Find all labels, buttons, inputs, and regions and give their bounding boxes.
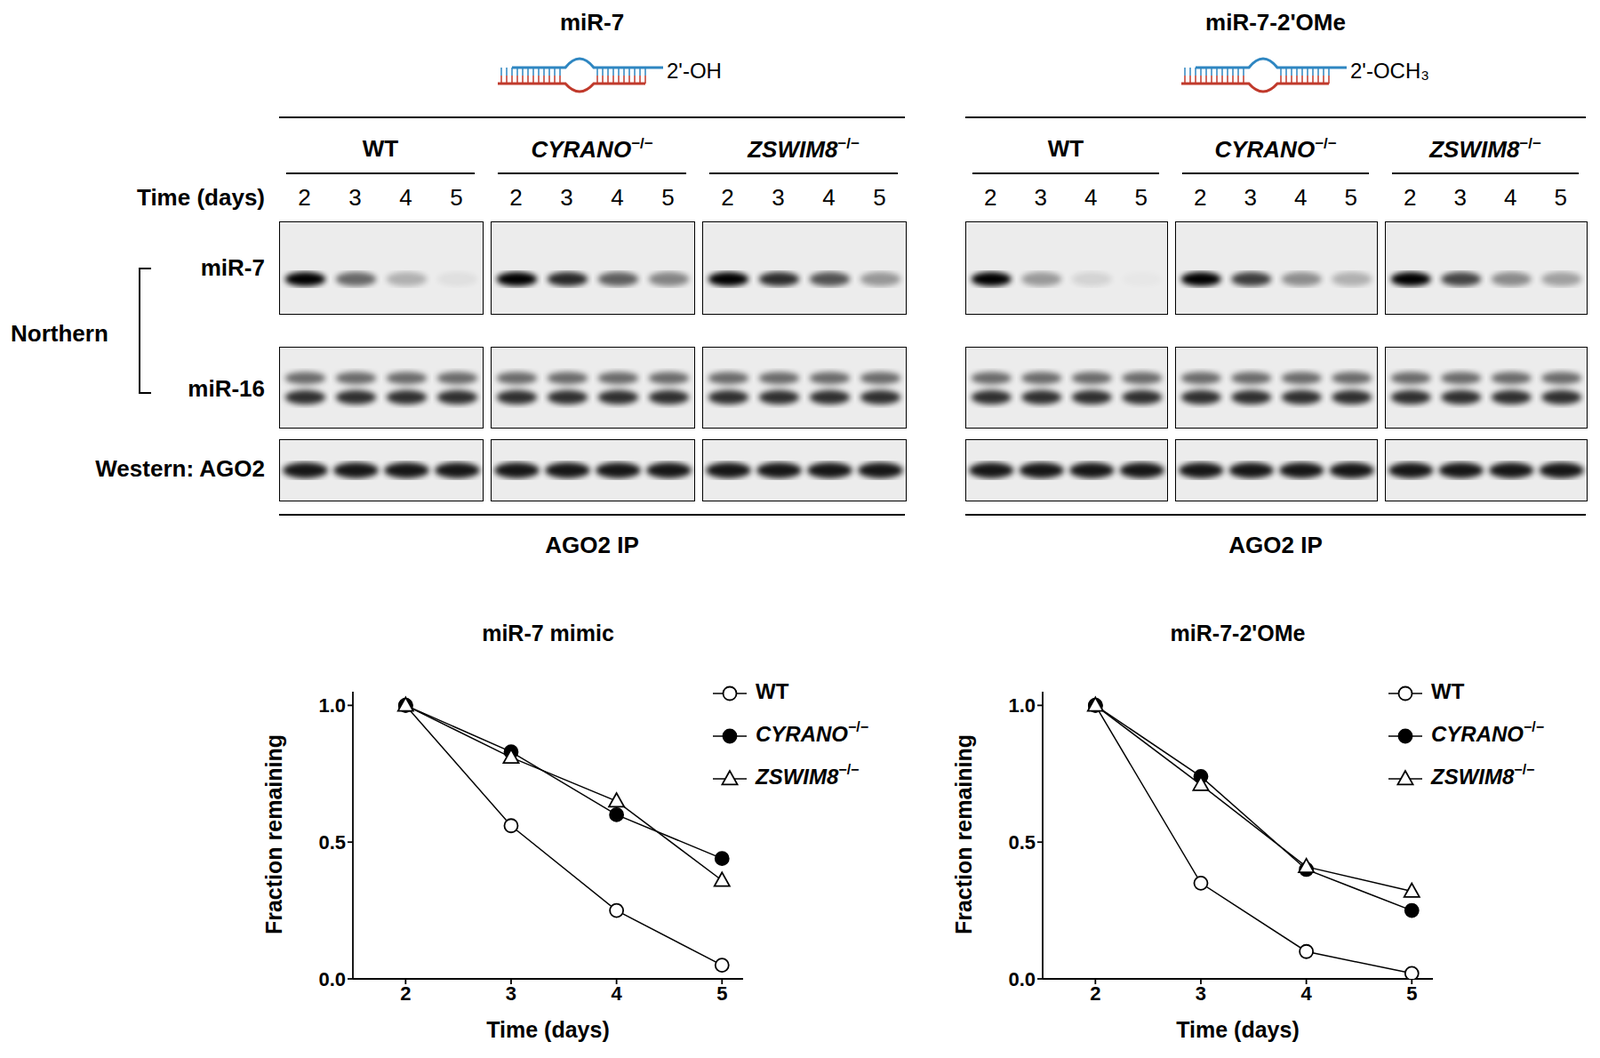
svg-text:5: 5 xyxy=(716,982,728,1005)
html-text:4: 4 xyxy=(1504,184,1517,211)
html-text:3: 3 xyxy=(1244,184,1257,211)
html-text:4: 4 xyxy=(610,184,624,211)
html-text:5: 5 xyxy=(450,184,463,211)
svg-text:0.5: 0.5 xyxy=(318,831,346,854)
svg-text:1.0: 1.0 xyxy=(318,694,346,717)
svg-text:0.0: 0.0 xyxy=(318,968,346,991)
svg-text:4: 4 xyxy=(1300,982,1312,1005)
html-text:2: 2 xyxy=(509,184,523,211)
html-text:Fraction remaining: Fraction remaining xyxy=(260,734,286,935)
html-text:4: 4 xyxy=(1084,184,1098,211)
html-text:2: 2 xyxy=(721,184,734,211)
html-text:Fraction remaining: Fraction remaining xyxy=(950,734,976,935)
html-text:WT: WT xyxy=(1047,135,1084,162)
html-text:miR-7: miR-7 xyxy=(559,8,625,36)
svg-text:ZSWIM8−/−: ZSWIM8−/− xyxy=(1430,761,1535,789)
html-text:Time (days): Time (days) xyxy=(486,1016,610,1042)
svg-text:WT: WT xyxy=(1431,679,1465,704)
html-text:Time (days): Time (days) xyxy=(1176,1016,1300,1042)
html-text:miR-7: miR-7 xyxy=(200,254,265,281)
html-text:2: 2 xyxy=(1193,184,1207,211)
html-text:2: 2 xyxy=(298,184,311,211)
html-text:3: 3 xyxy=(348,184,362,211)
html-text:Time (days): Time (days) xyxy=(136,184,265,211)
html-text:ZSWIM8−/−: ZSWIM8−/− xyxy=(1429,135,1542,163)
html-text:AGO2 IP: AGO2 IP xyxy=(1228,531,1323,559)
html-text:Northern: Northern xyxy=(10,320,109,347)
svg-text:ZSWIM8−/−: ZSWIM8−/− xyxy=(754,761,859,789)
html-text:WT: WT xyxy=(362,135,399,162)
html-text:2: 2 xyxy=(984,184,997,211)
html-text:4: 4 xyxy=(1294,184,1308,211)
html-text:5: 5 xyxy=(873,184,886,211)
html-text:CYRANO−/−: CYRANO−/− xyxy=(1214,135,1337,163)
svg-text:2'-OCH₃: 2'-OCH₃ xyxy=(1350,58,1430,83)
svg-text:3: 3 xyxy=(505,982,517,1005)
html-text:CYRANO−/−: CYRANO−/− xyxy=(531,135,653,163)
html-text:miR-7-2'OMe: miR-7-2'OMe xyxy=(1170,620,1306,646)
html-text:5: 5 xyxy=(1344,184,1358,211)
html-text:5: 5 xyxy=(1134,184,1148,211)
svg-text:0.0: 0.0 xyxy=(1008,968,1036,991)
svg-text:CYRANO−/−: CYRANO−/− xyxy=(1431,719,1544,746)
svg-text:2: 2 xyxy=(400,982,411,1005)
html-text:5: 5 xyxy=(661,184,675,211)
html-text:3: 3 xyxy=(1453,184,1467,211)
html-text:4: 4 xyxy=(822,184,836,211)
html-text:Western: AGO2: Western: AGO2 xyxy=(95,455,265,482)
html-text:miR-16: miR-16 xyxy=(187,375,265,402)
svg-text:4: 4 xyxy=(610,982,623,1005)
html-text:AGO2 IP: AGO2 IP xyxy=(545,531,639,559)
svg-text:1.0: 1.0 xyxy=(1008,694,1036,717)
html-text:ZSWIM8−/−: ZSWIM8−/− xyxy=(747,135,860,163)
html-text:3: 3 xyxy=(1034,184,1048,211)
svg-text:0.5: 0.5 xyxy=(1008,831,1036,854)
html-text:miR-7 mimic: miR-7 mimic xyxy=(481,620,615,646)
html-text:miR-7-2'OMe: miR-7-2'OMe xyxy=(1205,8,1346,36)
svg-text:WT: WT xyxy=(755,679,790,704)
html-text:5: 5 xyxy=(1554,184,1568,211)
svg-text:3: 3 xyxy=(1195,982,1207,1005)
svg-text:5: 5 xyxy=(1406,982,1417,1005)
html-text:2: 2 xyxy=(1403,184,1417,211)
svg-text:CYRANO−/−: CYRANO−/− xyxy=(755,719,869,746)
svg-text:2'-OH: 2'-OH xyxy=(666,58,722,83)
html-text:4: 4 xyxy=(399,184,413,211)
svg-text:2: 2 xyxy=(1089,982,1101,1005)
html-text:3: 3 xyxy=(560,184,574,211)
html-text:3: 3 xyxy=(771,184,785,211)
